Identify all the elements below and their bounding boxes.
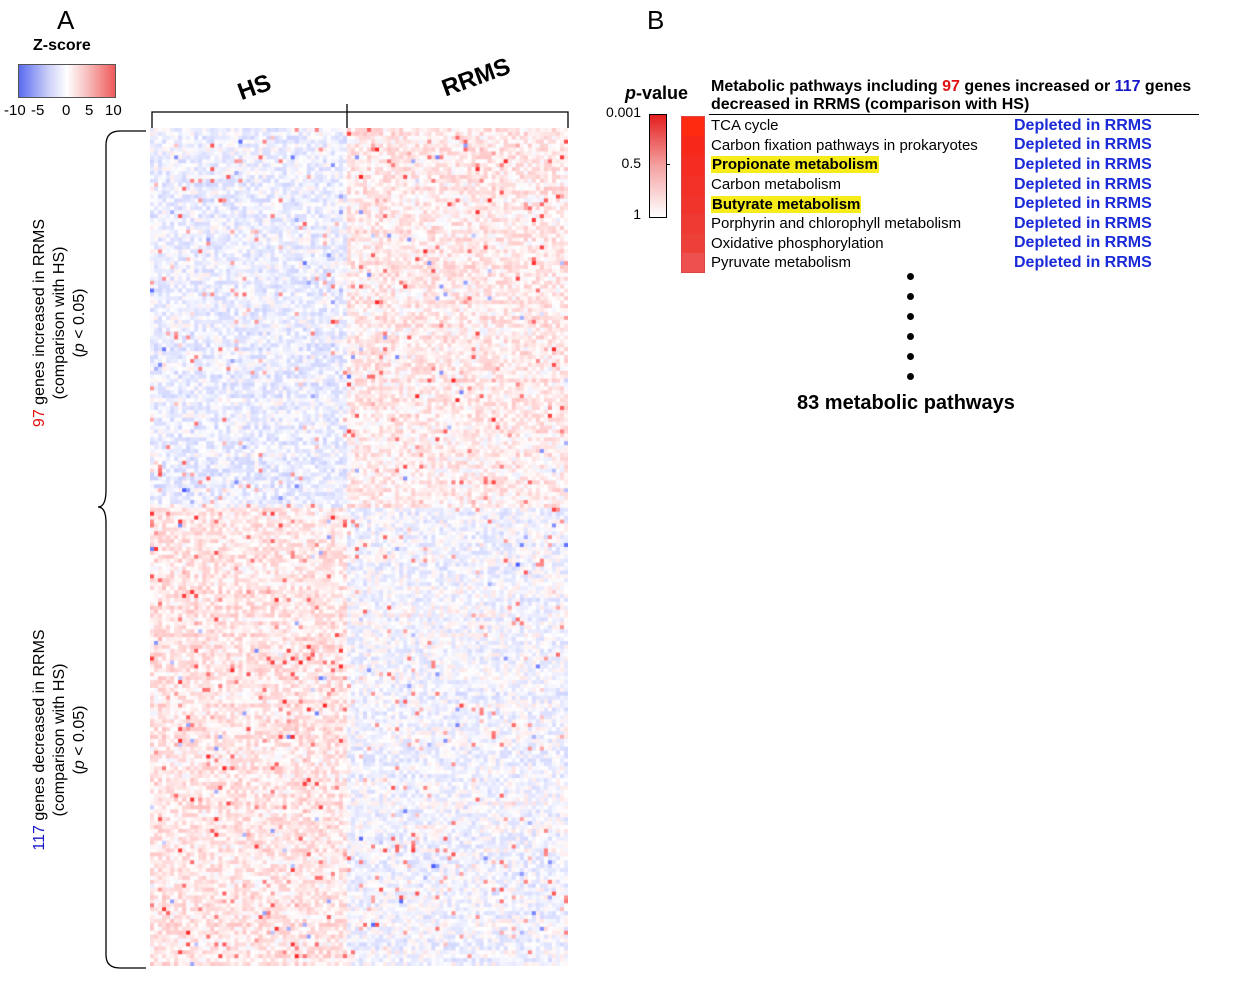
- pathway-name: Carbon metabolism: [711, 176, 842, 194]
- lower-label-p: p: [71, 760, 88, 770]
- lower-gene-count: 117: [31, 825, 48, 851]
- header-line2: decreased in RRMS (comparison with HS): [711, 96, 1030, 113]
- pvalue-cell: [681, 135, 705, 156]
- lower-row-group-label: 117 genes decreased in RRMS (comparison …: [30, 590, 90, 890]
- pathway-table-header: Metabolic pathways including 97 genes in…: [711, 78, 1221, 114]
- pathway-status: Depleted in RRMS: [1014, 175, 1152, 193]
- pathway-name: Propionate metabolism: [711, 156, 879, 174]
- lower-label-line2: (comparison with HS): [51, 663, 68, 817]
- header-num-decreased: 117: [1114, 78, 1141, 95]
- pvalue-cell: [681, 214, 705, 235]
- pathway-status: Depleted in RRMS: [1014, 253, 1152, 271]
- pathway-summary: 83 metabolic pathways: [797, 392, 1015, 414]
- zscore-tick: -5: [31, 102, 45, 119]
- group-label-rrms: RRMS: [438, 52, 514, 103]
- header-part2: genes increased or: [959, 78, 1115, 95]
- pathway-status: Depleted in RRMS: [1014, 116, 1152, 134]
- pathway-name: Carbon fixation pathways in prokaryotes: [711, 136, 978, 154]
- pvalue-cell: [681, 155, 705, 176]
- pvalue-cell: [681, 116, 705, 137]
- pathway-status: Depleted in RRMS: [1014, 195, 1152, 213]
- pvalue-cell: [681, 194, 705, 215]
- zscore-tick: 10: [105, 102, 122, 119]
- pvalue-title-rest: -value: [636, 83, 689, 103]
- zscore-title: Z-score: [33, 37, 91, 54]
- zscore-colorbar: [18, 64, 116, 98]
- pvalue-tick: 0.5: [621, 155, 641, 171]
- pvalue-colorbar: [649, 114, 667, 218]
- panel-a-label: A: [57, 5, 75, 35]
- ellipsis-dot: [907, 273, 914, 280]
- upper-label-line1: genes increased in RRMS: [31, 218, 48, 410]
- upper-label-line2: (comparison with HS): [51, 246, 68, 400]
- header-rule: [709, 114, 1199, 116]
- upper-label-line3: < 0.05): [71, 288, 88, 344]
- pvalue-title-p: p: [625, 83, 636, 103]
- heatmap: [150, 128, 568, 966]
- pathway-name: Porphyrin and chlorophyll metabolism: [711, 215, 962, 233]
- pvalue-colorbar-tick: [666, 164, 670, 165]
- row-brackets: [98, 130, 146, 969]
- header-part3: genes: [1140, 78, 1192, 95]
- ellipsis-dot: [907, 293, 914, 300]
- pathway-name: Pyruvate metabolism: [711, 254, 852, 272]
- pathway-status: Depleted in RRMS: [1014, 234, 1152, 252]
- panel-b-label: B: [647, 5, 665, 35]
- header-part1: Metabolic pathways including: [711, 78, 943, 95]
- upper-row-group-label: 97 genes increased in RRMS (comparison w…: [30, 173, 90, 473]
- pvalue-tick: 1: [633, 206, 641, 222]
- pathway-name: Oxidative phosphorylation: [711, 234, 884, 252]
- zscore-tick: 0: [62, 102, 71, 119]
- pvalue-cell: [681, 253, 705, 274]
- ellipsis-dot: [907, 313, 914, 320]
- pathway-name: Butyrate metabolism: [711, 195, 862, 213]
- ellipsis-dot: [907, 353, 914, 360]
- zscore-tick: -10: [4, 102, 26, 119]
- pvalue-cell: [681, 233, 705, 254]
- pathway-status: Depleted in RRMS: [1014, 136, 1152, 154]
- pvalue-column-outline: [681, 116, 705, 273]
- pathway-status: Depleted in RRMS: [1014, 214, 1152, 232]
- pvalue-tick: 0.001: [605, 104, 641, 120]
- upper-gene-count: 97: [31, 409, 48, 428]
- zscore-tick: 5: [85, 102, 94, 119]
- lower-label-line1: genes decreased in RRMS: [31, 629, 48, 826]
- header-num-increased: 97: [942, 78, 960, 95]
- pathway-name: TCA cycle: [711, 117, 779, 135]
- upper-label-p: p: [71, 343, 88, 353]
- column-brackets: [151, 104, 569, 128]
- pathway-status: Depleted in RRMS: [1014, 155, 1152, 173]
- pvalue-title: p-value: [625, 83, 688, 104]
- ellipsis-dot: [907, 373, 914, 380]
- ellipsis-dot: [907, 333, 914, 340]
- pvalue-cell: [681, 174, 705, 195]
- lower-label-line3: < 0.05): [71, 705, 88, 761]
